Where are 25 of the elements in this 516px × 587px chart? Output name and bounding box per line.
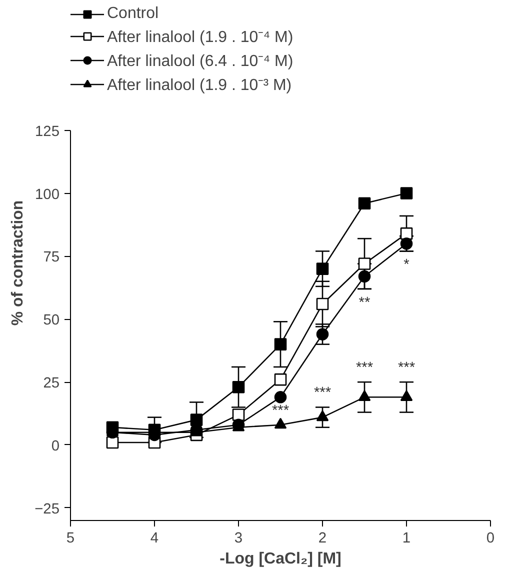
x-tick-label: 0 [486,530,495,546]
y-tick-label: 25 [43,376,60,392]
annotation: *** [356,360,374,376]
x-tick-label: 2 [318,530,327,546]
annotation: *** [314,385,332,402]
x-tick-label: 4 [150,530,159,546]
annotation: *** [272,402,290,419]
x-axis-title: -Log [CaCl₂] [M] [220,550,342,568]
x-tick-label: 3 [234,530,243,546]
y-tick-label: 125 [35,124,60,140]
legend-label: Control [107,5,159,23]
y-axis-title: % of contraction [10,200,27,326]
annotation: *** [398,360,416,376]
y-tick-label: 50 [43,312,60,329]
y-tick-label: −25 [34,501,60,518]
legend-label: After linalool (1.9 . 10⁻⁴ M) [107,28,294,47]
annotation: * [404,257,410,274]
y-tick-label: 100 [35,186,60,203]
legend-label: After linalool (6.4 . 10⁻⁴ M) [107,52,294,71]
y-tick-label: 0 [51,438,60,454]
x-tick-label: 5 [66,530,75,546]
annotation: ** [358,294,370,311]
y-tick-label: 75 [43,250,60,266]
x-tick-label: 1 [402,530,411,546]
legend-label: After linalool (1.9 . 10⁻³ M) [107,76,292,95]
